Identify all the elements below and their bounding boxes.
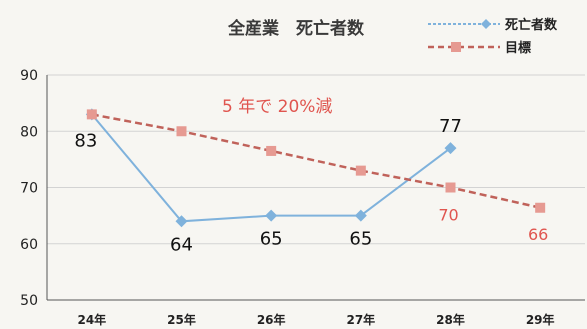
target-point: [86, 109, 97, 120]
y-tick-label: 50: [20, 293, 38, 309]
x-tick-label: 26年: [257, 312, 286, 327]
y-tick-label: 70: [20, 181, 38, 197]
legend: 死亡者数 目標: [428, 17, 558, 56]
target-point: [176, 126, 187, 137]
deaths-data-label: 83: [74, 130, 97, 151]
x-tick-label: 27年: [346, 312, 375, 327]
deaths-point: [354, 209, 367, 222]
deaths-data-label: 65: [349, 229, 372, 250]
x-tick-label: 28年: [436, 312, 465, 327]
y-tick-label: 80: [20, 124, 38, 140]
legend-marker-target: [451, 42, 461, 52]
deaths-point: [444, 142, 457, 155]
grid: [46, 74, 585, 301]
target-point: [355, 165, 366, 176]
target-point: [535, 202, 546, 213]
deaths-data-label: 64: [170, 234, 193, 255]
target-annotation: 5 年で 20%減: [222, 97, 332, 117]
target-data-label: 66: [528, 225, 548, 244]
x-tick-label: 29年: [526, 312, 555, 327]
deaths-data-label: 65: [260, 229, 283, 250]
x-axis: 24年 25年 26年 27年 28年 29年: [77, 312, 554, 327]
x-tick-label: 25年: [167, 312, 196, 327]
data-labels: 83 64 65 65 77 70 66: [74, 116, 548, 255]
legend-label-deaths: 死亡者数: [505, 17, 558, 33]
deaths-point: [265, 209, 278, 222]
target-point: [266, 145, 277, 156]
legend-marker-deaths: [481, 19, 491, 29]
deaths-point: [175, 215, 188, 228]
target-point: [445, 182, 456, 193]
legend-label-target: 目標: [505, 40, 531, 56]
y-tick-label: 60: [20, 237, 38, 253]
plot-area: [85, 108, 546, 228]
series-line-deaths: [91, 113, 452, 223]
y-axis: 50 60 70 80 90: [20, 68, 38, 309]
deaths-data-label: 77: [439, 116, 462, 137]
target-data-label: 70: [438, 206, 458, 225]
y-tick-label: 90: [20, 68, 38, 84]
chart-title: 全産業 死亡者数: [227, 18, 365, 39]
x-tick-label: 24年: [77, 312, 106, 327]
